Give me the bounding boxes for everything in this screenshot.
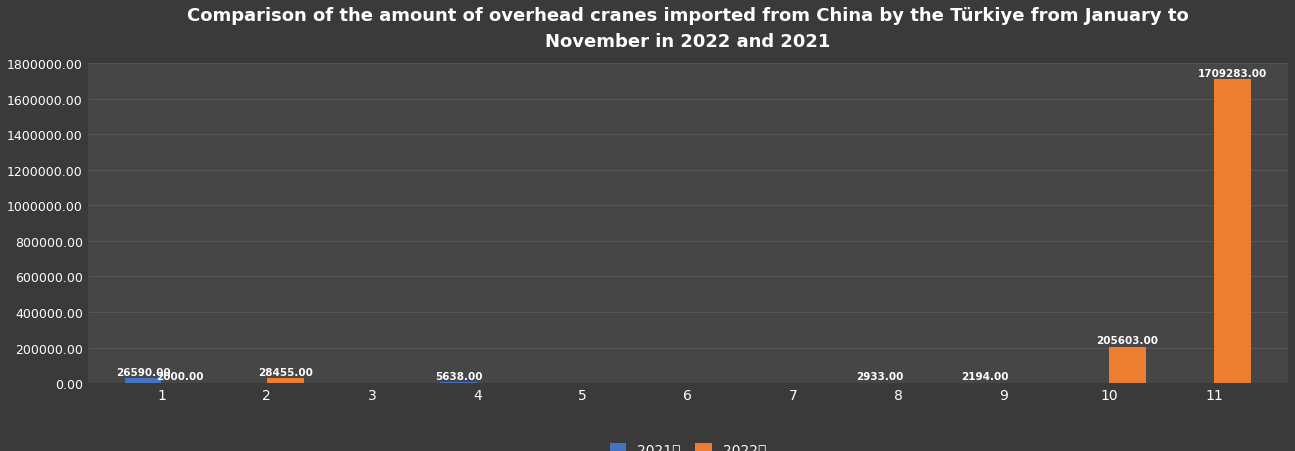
Text: 2000.00: 2000.00 <box>157 372 203 382</box>
Text: 2194.00: 2194.00 <box>962 372 1009 382</box>
Legend: 2021年, 2022年: 2021年, 2022年 <box>610 442 767 451</box>
Bar <box>440 382 478 383</box>
Bar <box>1215 80 1251 383</box>
Text: 26590.00: 26590.00 <box>115 367 170 377</box>
Bar <box>124 379 162 383</box>
Text: 5638.00: 5638.00 <box>435 371 483 381</box>
Bar <box>1109 347 1146 383</box>
Text: 205603.00: 205603.00 <box>1097 336 1159 345</box>
Bar <box>267 378 303 383</box>
Text: 1709283.00: 1709283.00 <box>1198 69 1268 78</box>
Text: 28455.00: 28455.00 <box>258 367 312 377</box>
Text: 2933.00: 2933.00 <box>856 372 904 382</box>
Title: Comparison of the amount of overhead cranes imported from China by the Türkiye f: Comparison of the amount of overhead cra… <box>186 7 1189 51</box>
